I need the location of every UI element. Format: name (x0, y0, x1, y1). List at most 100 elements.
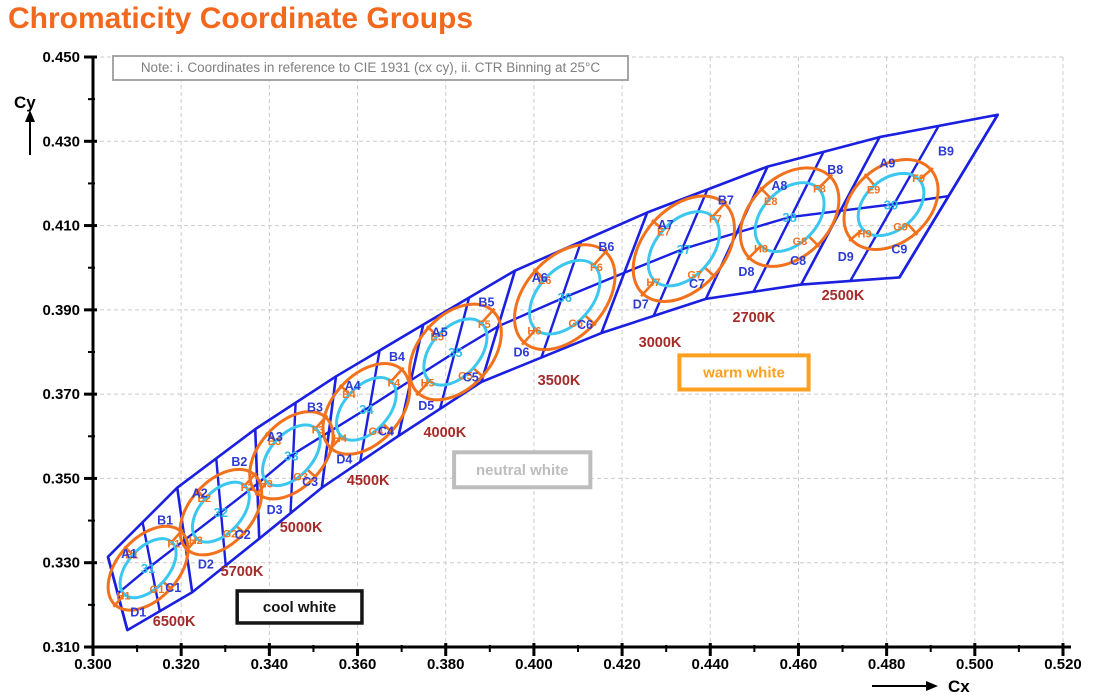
bin-divider-6 (600, 212, 649, 334)
x-tick-label: 0.420 (603, 656, 641, 673)
ring-label-H7: H7 (646, 277, 660, 289)
bin-divider-9 (898, 114, 999, 279)
cell-label-B3: B3 (307, 401, 323, 415)
ring-label-E3: E3 (268, 436, 281, 448)
x-tick-label: 0.500 (956, 656, 994, 673)
ring-cross-36 (592, 248, 609, 266)
ring-cross-36 (532, 268, 546, 281)
ring-label-G2: G2 (223, 528, 238, 540)
ring-label-E4: E4 (342, 389, 356, 401)
cell-label-C3: C3 (302, 475, 318, 489)
ring-label-G1: G1 (150, 584, 165, 596)
cell-label-C5: C5 (463, 370, 479, 384)
ring-label-H5: H5 (421, 378, 435, 390)
cell-label-B9: B9 (938, 144, 954, 158)
ring-cross-32 (195, 489, 207, 500)
x-tick-label: 0.400 (515, 656, 553, 673)
bin-number-33: 33 (284, 448, 298, 463)
bin-divider-8 (799, 136, 881, 286)
bin-mid-divider-34 (359, 350, 381, 462)
ring-cross-33 (306, 468, 318, 479)
inner-ellipse-35 (422, 317, 489, 387)
ring-label-E2: E2 (198, 493, 211, 505)
ring-cross-33 (265, 431, 277, 443)
ring-label-E5: E5 (430, 331, 443, 343)
cct-label-6500K: 6500K (153, 614, 196, 630)
zone-box-warm-white (677, 353, 811, 392)
cell-label-C1: C1 (165, 581, 181, 595)
bin-group-36 (513, 243, 617, 352)
ring-cross-34 (338, 384, 351, 395)
ring-label-F6: F6 (590, 262, 603, 274)
ring-cross-35 (480, 307, 496, 325)
y-axis-title: Cy (14, 93, 36, 112)
cell-label-A9: A9 (879, 157, 895, 171)
ring-cross-37 (651, 219, 665, 232)
ring-label-F1: F1 (167, 539, 180, 551)
ring-cross-31 (112, 593, 126, 608)
cct-label-2500K: 2500K (822, 288, 865, 304)
ring-cross-32 (184, 537, 198, 553)
zone-label-cool-white: cool white (263, 599, 336, 616)
cell-label-D6: D6 (513, 346, 529, 360)
x-tick-label: 0.300 (74, 656, 112, 673)
ring-label-E7: E7 (657, 227, 670, 239)
cell-label-D4: D4 (336, 453, 352, 467)
ring-cross-37 (711, 200, 728, 218)
inner-ellipse-38 (753, 181, 826, 254)
zone-box-neutral-white (452, 450, 593, 490)
y-axis-arrowhead (25, 110, 35, 122)
ring-cross-38 (807, 235, 821, 248)
ring-label-H9: H9 (858, 229, 872, 241)
bin-number-34: 34 (359, 402, 374, 417)
x-tick-label: 0.380 (427, 656, 465, 673)
cell-label-A8: A8 (771, 179, 787, 193)
cct-label-5000K: 5000K (280, 520, 323, 536)
y-tick-label: 0.390 (42, 302, 80, 319)
y-tick-label: 0.410 (42, 218, 80, 235)
ring-label-H6: H6 (527, 326, 541, 338)
ring-cross-34 (390, 366, 405, 383)
ring-label-E6: E6 (538, 275, 551, 287)
bin-mid-divider-38 (752, 151, 825, 293)
ring-label-H4: H4 (333, 433, 348, 445)
bin-divider-5 (480, 270, 517, 383)
cell-label-B8: B8 (827, 163, 843, 177)
ring-label-G9: G9 (893, 222, 908, 234)
bin-mid-divider-31 (141, 522, 161, 612)
ring-cross-36 (583, 314, 597, 327)
bin-group-38 (738, 166, 841, 268)
x-tick-label: 0.520 (1044, 656, 1082, 673)
bin-mid-divider-39 (849, 125, 940, 282)
cell-label-A4: A4 (345, 379, 361, 393)
ring-cross-33 (254, 481, 269, 497)
ring-label-F3: F3 (312, 425, 325, 437)
ring-cross-38 (817, 173, 834, 190)
ring-cross-36 (521, 328, 537, 346)
inner-ellipse-31 (118, 537, 178, 600)
bin-number-38: 38 (782, 210, 796, 225)
ring-cross-37 (640, 279, 656, 298)
zone-label-neutral-white: neutral white (476, 462, 569, 479)
cct-label-3500K: 3500K (538, 373, 581, 389)
bin-number-31: 31 (141, 561, 155, 576)
ring-cross-38 (759, 186, 772, 199)
x-axis-title: Cx (948, 677, 970, 696)
ring-cross-38 (746, 244, 762, 261)
bin-group-39 (842, 158, 940, 251)
ring-label-G6: G6 (568, 318, 583, 330)
ring-label-H8: H8 (754, 244, 768, 256)
ring-label-G5: G5 (458, 370, 473, 382)
inner-ellipse-34 (335, 376, 398, 442)
inner-ellipse-33 (261, 423, 322, 488)
ring-cross-39 (863, 173, 876, 187)
bin-number-32: 32 (214, 505, 228, 520)
ring-label-E9: E9 (867, 185, 880, 197)
ring-cross-31 (162, 580, 173, 591)
ring-cross-39 (906, 222, 919, 236)
y-tick-label: 0.330 (42, 555, 80, 572)
cell-label-C8: C8 (790, 254, 806, 268)
cell-label-A2: A2 (192, 487, 208, 501)
note-box: Note: i. Coordinates in reference to CIE… (112, 55, 629, 81)
ring-label-H3: H3 (259, 478, 273, 490)
